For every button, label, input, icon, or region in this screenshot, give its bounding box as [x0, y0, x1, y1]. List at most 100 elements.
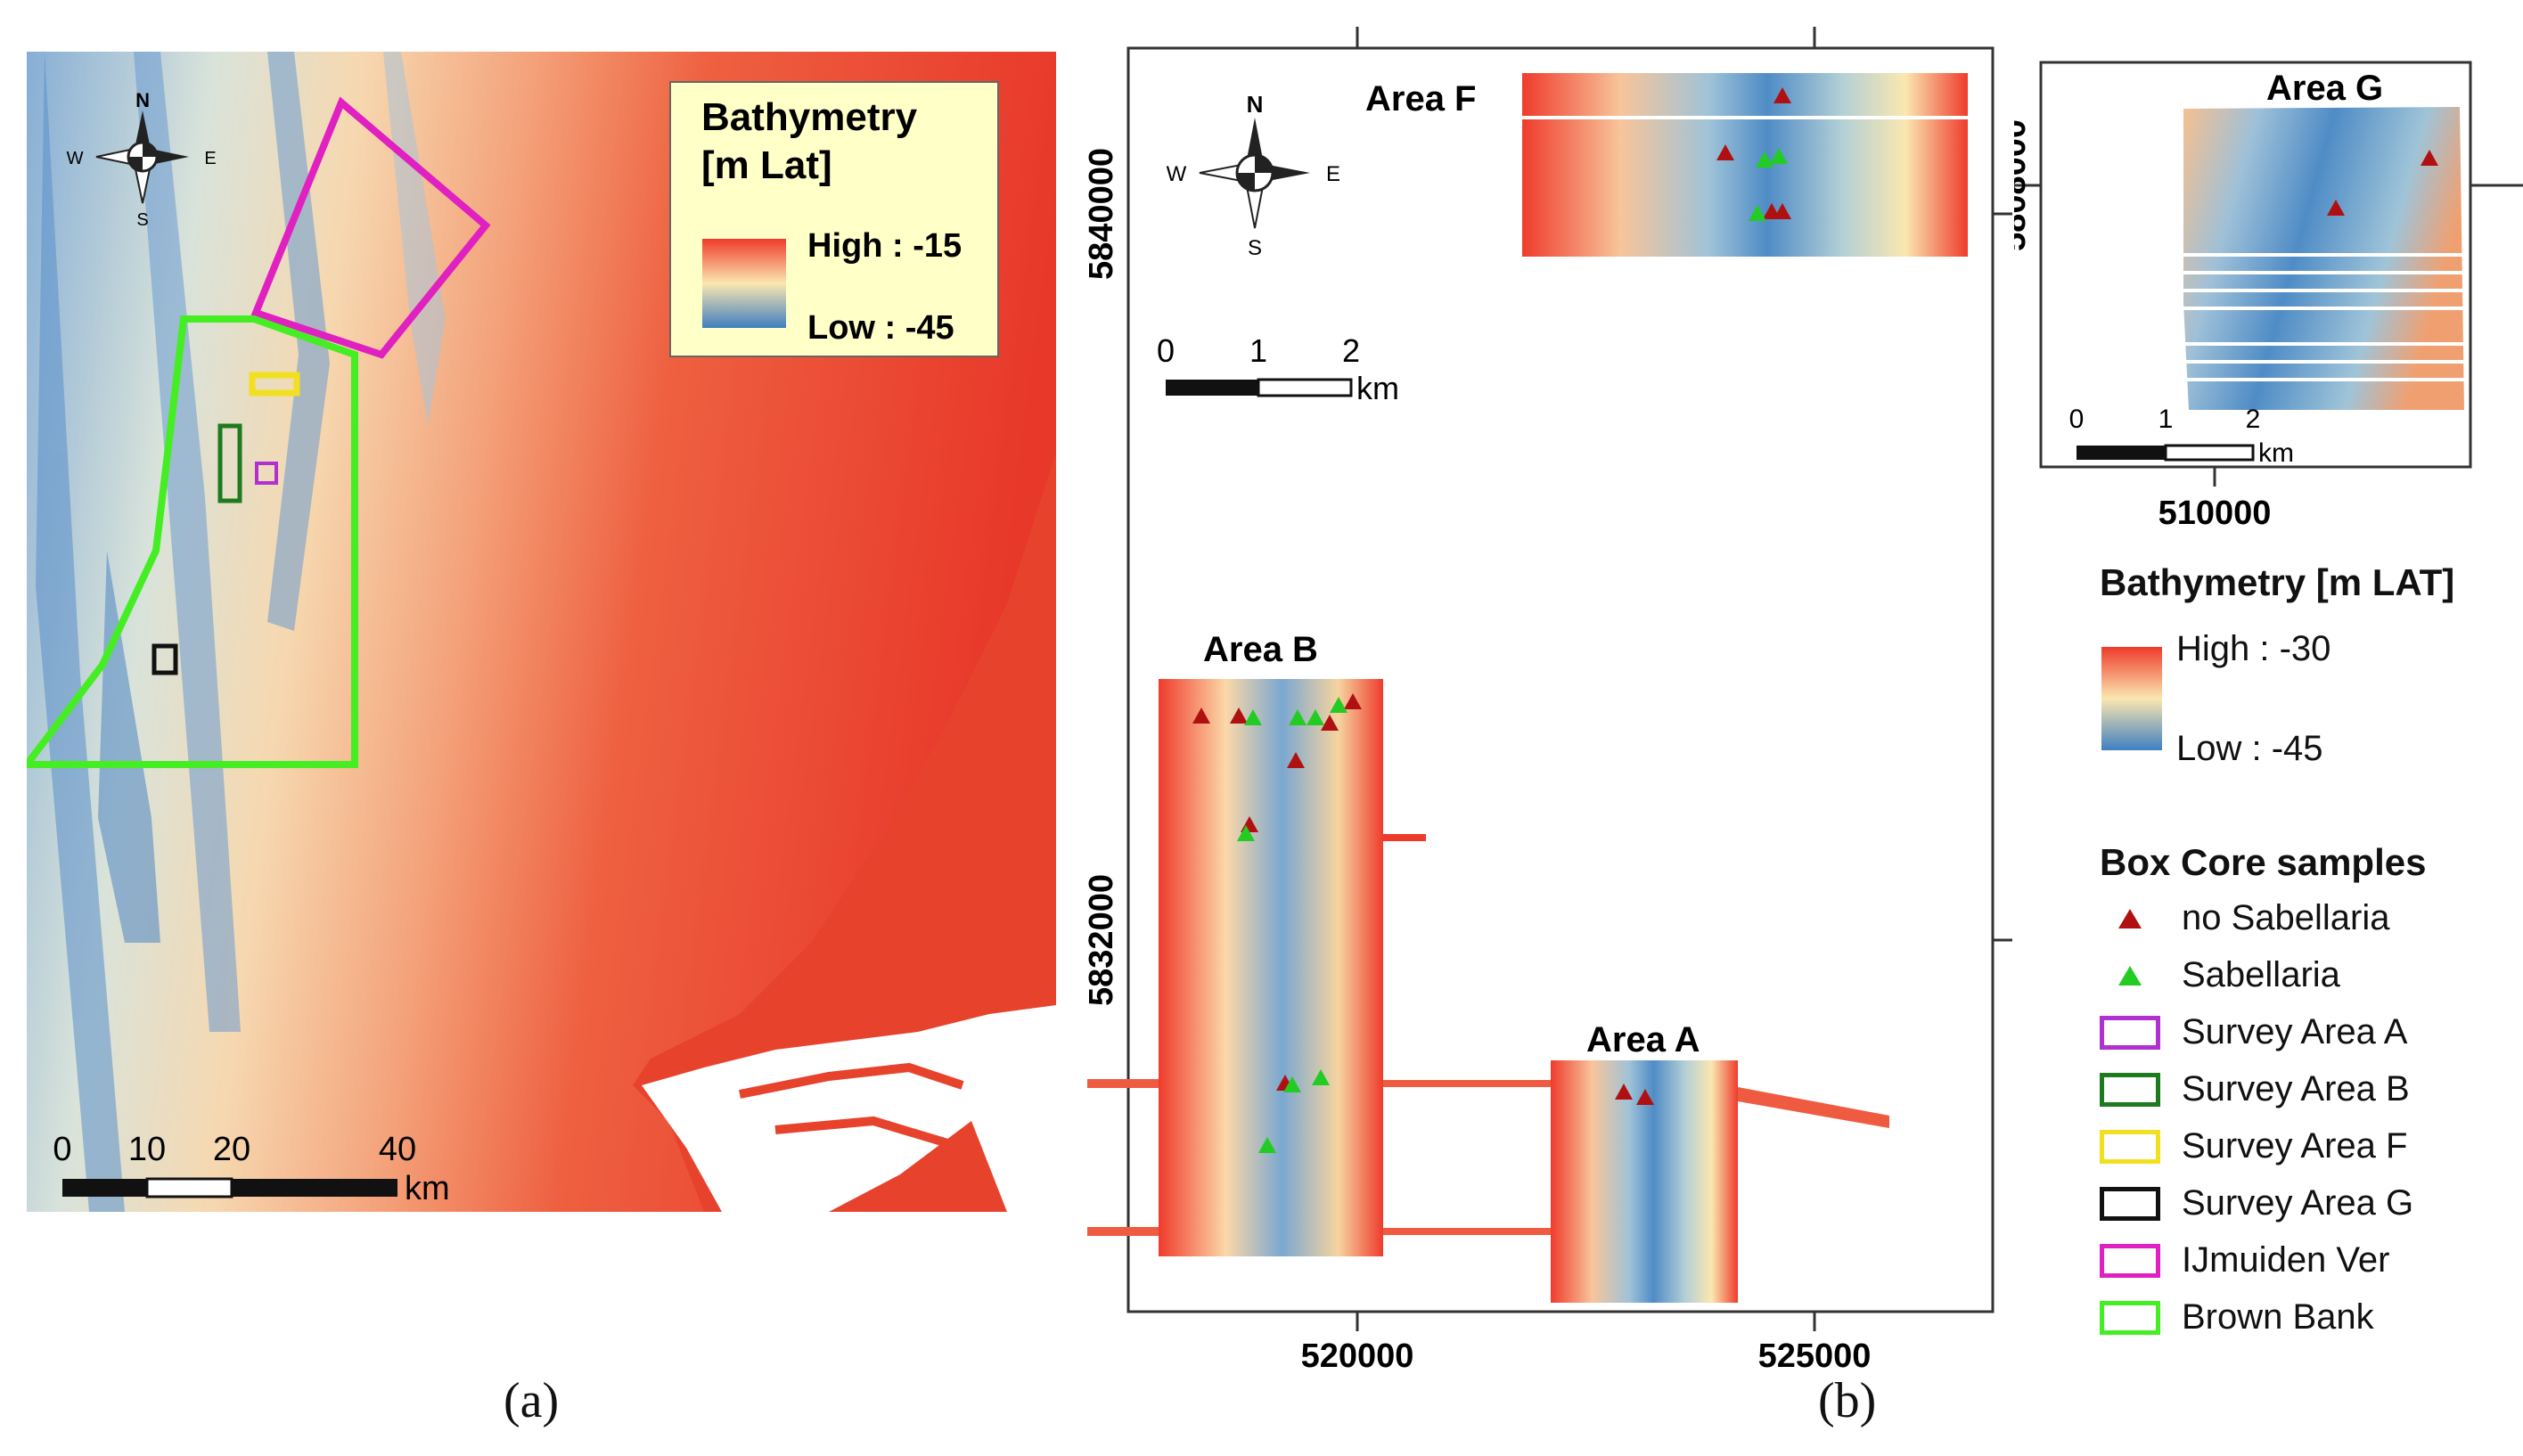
legend-label: Survey Area A: [2182, 1012, 2408, 1051]
compass-a: N S W E: [67, 89, 217, 230]
survey-area-f-box: [249, 372, 300, 397]
compass-b: N S W E: [1167, 91, 1340, 260]
marker-no-sab: [2421, 150, 2438, 166]
x-tick-525000: 525000: [1758, 1337, 1872, 1375]
caption-a: (a): [504, 1373, 560, 1428]
brown-bank-outline: [27, 315, 358, 768]
compass-b-s: S: [1248, 236, 1262, 260]
compass-a-n: N: [135, 89, 150, 111]
area-b-raster: [1087, 679, 1551, 1256]
y-tick-5840000: 5840000: [1083, 148, 1120, 280]
compass-a-w: W: [67, 149, 84, 168]
map-panel-a: N S W E Bathymetry [m Lat] High : -15 Lo…: [27, 52, 1056, 1212]
marker-no-sab: [1287, 752, 1305, 768]
estuary: [642, 1005, 1056, 1212]
area-f-label: Area F: [1365, 79, 1477, 119]
scale-g-2: 2: [2246, 405, 2261, 434]
marker-no-sab: [1615, 1084, 1633, 1100]
scale-a-unit: km: [405, 1170, 450, 1207]
scale-b-0: 0: [1157, 332, 1175, 369]
area-a-label: Area A: [1586, 1020, 1700, 1059]
legend-item-sabellaria: Sabellaria: [2100, 955, 2340, 995]
marker-sab: [1749, 205, 1766, 221]
legend-item-ijmuiden-ver: IJmuiden Ver: [2100, 1240, 2389, 1280]
compass-a-e: E: [204, 149, 216, 168]
legend-label: Survey Area F: [2182, 1126, 2408, 1166]
scale-a-40: 40: [379, 1131, 416, 1168]
legend-item-no-sabellaria: no Sabellaria: [2100, 898, 2390, 938]
scale-b-unit: km: [1356, 370, 1399, 406]
marker-sab: [1289, 709, 1307, 725]
compass-b-e: E: [1326, 162, 1340, 186]
legend-a-gradient: [702, 239, 786, 328]
legend-item-survey-area-f: Survey Area F: [2100, 1126, 2407, 1166]
survey-area-g-box: [152, 643, 178, 675]
x-tick-520000: 520000: [1301, 1337, 1414, 1375]
legend-b-samples-title: Box Core samples: [2100, 841, 2427, 883]
marker-no-sab: [1321, 715, 1339, 731]
legend-b-gradient: [2101, 647, 2162, 750]
marker-sab: [1244, 709, 1262, 725]
scale-g-0: 0: [2069, 405, 2085, 434]
legend-b-title: Bathymetry [m LAT]: [2100, 561, 2455, 603]
compass-a-s: S: [136, 210, 148, 230]
legend-a-low: Low : -45: [807, 309, 954, 347]
map-panel-b: Area F Area B Area A: [1083, 27, 2012, 1375]
legend-b-low: Low : -45: [2176, 729, 2323, 768]
area-g-label: Area G: [2266, 69, 2383, 108]
scale-a-0: 0: [53, 1131, 71, 1168]
scale-a-10: 10: [128, 1131, 166, 1168]
marker-sab: [1756, 151, 1773, 168]
marker-no-sab: [1773, 87, 1791, 103]
legend-a-title-1: Bathymetry: [701, 95, 918, 139]
legend-label: Survey Area B: [2182, 1069, 2410, 1108]
legend-item-brown-bank: Brown Bank: [2100, 1297, 2374, 1337]
area-g-inset: Area G 0 1 2 km 5808000 510000: [2014, 61, 2523, 532]
legend-b-high: High : -30: [2176, 629, 2331, 668]
land-area: [633, 453, 1056, 1212]
g-y-tick: 5808000: [2014, 119, 2033, 251]
legend-label: Survey Area G: [2182, 1183, 2414, 1223]
marker-no-sab: [1192, 708, 1210, 724]
marker-no-sab: [1716, 144, 1734, 160]
legend-item-survey-area-a: Survey Area A: [2100, 1012, 2407, 1052]
y-tick-5832000: 5832000: [1083, 874, 1120, 1006]
markers-sabellaria: [1237, 148, 1788, 1153]
legend-a-title-2: [m Lat]: [701, 143, 832, 187]
marker-no-sab: [2327, 200, 2345, 216]
legend-label: no Sabellaria: [2182, 898, 2390, 937]
scale-b-1: 1: [1249, 332, 1267, 369]
scale-g-unit: km: [2258, 438, 2294, 468]
compass-b-w: W: [1167, 162, 1187, 186]
legend-label: Sabellaria: [2182, 955, 2340, 994]
marker-sab: [1307, 709, 1324, 725]
ijmuiden-ver-outline: [250, 96, 491, 359]
marker-sab: [1258, 1137, 1276, 1153]
marker-no-sab: [1773, 203, 1791, 219]
marker-sab: [1283, 1076, 1301, 1092]
scale-bar-a: 0 10 20 40 km: [53, 1131, 449, 1207]
legend-a: Bathymetry [m Lat] High : -15 Low : -45: [669, 81, 999, 357]
marker-sab: [1330, 697, 1348, 713]
area-b-label: Area B: [1203, 630, 1318, 669]
compass-b-n: N: [1247, 91, 1264, 118]
scale-a-20: 20: [213, 1131, 250, 1168]
legend-label: Brown Bank: [2182, 1297, 2374, 1337]
caption-b: (b): [1818, 1373, 1877, 1428]
survey-area-a-box: [255, 462, 278, 485]
marker-sab: [1237, 825, 1255, 841]
scale-bar-g: 0 1 2 km: [2069, 405, 2294, 468]
marker-no-sab: [1344, 693, 1362, 709]
marker-no-sab: [1636, 1089, 1654, 1105]
scale-g-1: 1: [2158, 405, 2174, 434]
legend-label: IJmuiden Ver: [2182, 1240, 2390, 1280]
marker-sab: [1312, 1069, 1330, 1085]
scale-bar-b: 0 1 2 km: [1157, 332, 1399, 406]
legend-item-survey-area-b: Survey Area B: [2100, 1069, 2410, 1109]
legend-a-high: High : -15: [807, 227, 962, 265]
survey-area-b-box: [217, 423, 242, 503]
scale-b-2: 2: [1342, 332, 1360, 369]
marker-no-sab: [1230, 708, 1248, 724]
legend-item-survey-area-g: Survey Area G: [2100, 1183, 2413, 1223]
g-x-tick: 510000: [2158, 495, 2272, 532]
